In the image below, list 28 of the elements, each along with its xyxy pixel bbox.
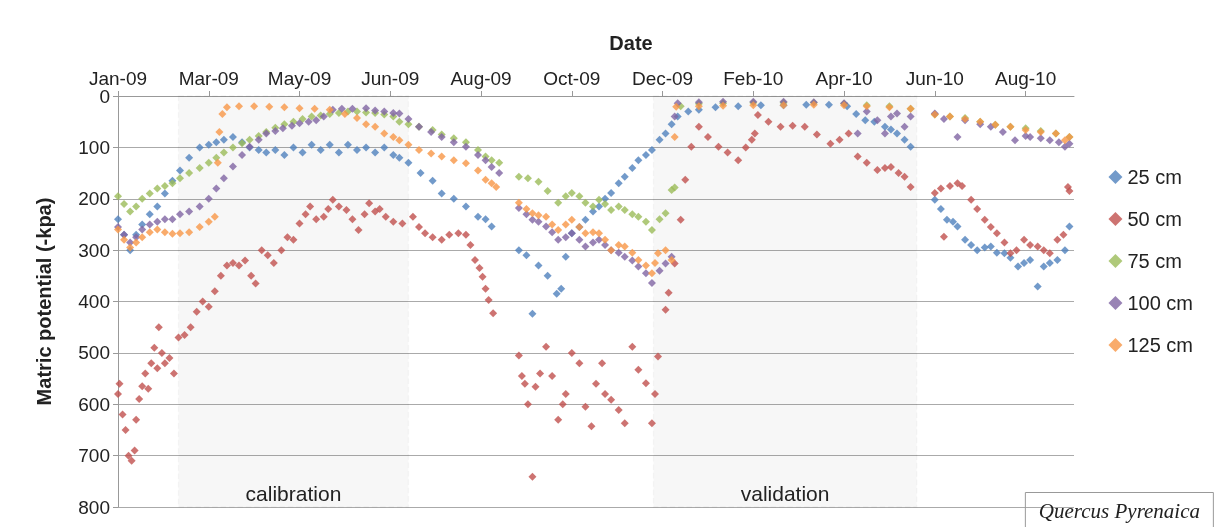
y-tick-label: 800 (78, 496, 110, 518)
band-label: validation (740, 481, 830, 505)
y-tick-label: 500 (78, 342, 110, 364)
x-tick-label: Aug-09 (450, 68, 512, 89)
y-tick-label: 600 (78, 393, 110, 415)
x-tick-label: May-09 (267, 68, 332, 89)
band-label: calibration (245, 481, 342, 505)
legend-label: 125 cm (1127, 334, 1194, 356)
annotation: Quercus Pyrenaica (1038, 498, 1200, 523)
x-tick-label: Jun-09 (361, 68, 420, 89)
y-tick-label: 200 (78, 188, 110, 210)
y-tick-label: 700 (78, 445, 110, 467)
y-tick-label: 400 (78, 291, 110, 312)
x-tick-label: Apr-10 (815, 68, 873, 89)
x-tick-label: Mar-09 (178, 68, 239, 89)
legend-label: 50 cm (1127, 208, 1182, 230)
y-tick-label: 100 (78, 136, 110, 158)
legend-label: 100 cm (1127, 292, 1194, 314)
x-tick-label: Oct-09 (543, 68, 601, 89)
x-tick-label: Dec-09 (631, 68, 694, 89)
y-tick-label: 300 (78, 239, 110, 261)
legend-label: 75 cm (1127, 250, 1182, 272)
legend-label: 25 cm (1127, 166, 1182, 188)
x-tick-label: Aug-10 (994, 68, 1057, 89)
x-tick-label: Jun-10 (905, 68, 964, 89)
y-axis-title: Matric potential (-kpa) (33, 197, 55, 406)
x-tick-label: Feb-10 (723, 68, 784, 89)
x-axis-title: Date (609, 32, 653, 54)
